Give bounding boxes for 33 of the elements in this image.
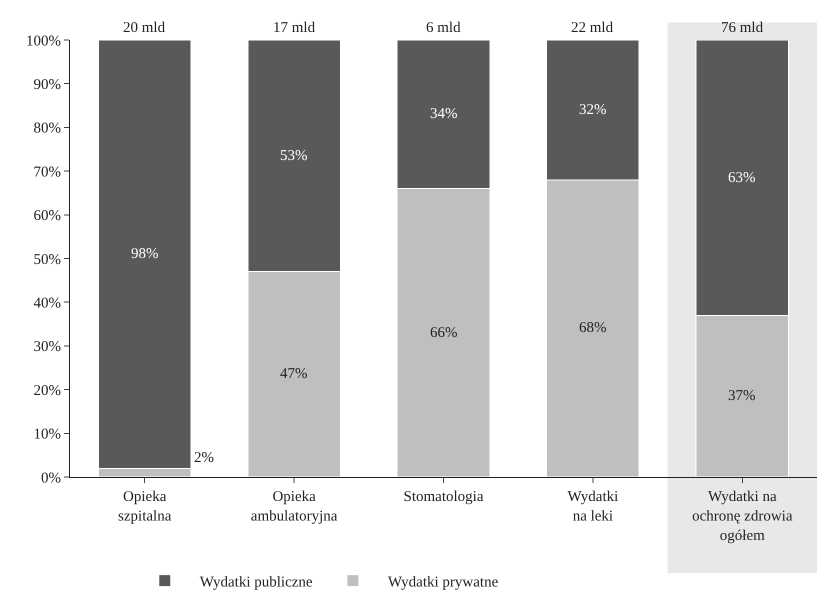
x-tick-label: Wydatki na ochronę zdrowia ogółem xyxy=(692,489,793,544)
x-tick-label: Opieka szpitalna xyxy=(118,489,172,524)
y-tick-label: 100% xyxy=(26,33,61,50)
data-label: 34% xyxy=(430,106,458,122)
y-tick-label: 30% xyxy=(34,339,61,356)
data-label: 63% xyxy=(728,170,756,186)
data-label: 37% xyxy=(728,388,756,404)
annotation: 22 mld xyxy=(571,20,614,36)
legend-label: Wydatki prywatne xyxy=(388,574,499,590)
y-tick-label: 0% xyxy=(41,470,61,486)
annotation: 6 mld xyxy=(426,20,462,36)
y-tick-label: 70% xyxy=(34,164,61,180)
y-tick-label: 20% xyxy=(34,382,61,399)
x-tick-label: Wydatki na leki xyxy=(568,489,618,524)
y-tick-label: 60% xyxy=(34,208,61,224)
data-label: 53% xyxy=(280,148,308,164)
data-label: 98% xyxy=(131,246,158,262)
y-tick-label: 40% xyxy=(34,295,61,312)
x-tick-label: Stomatologia xyxy=(404,489,484,505)
y-tick-label: 10% xyxy=(34,426,61,443)
annotation: 76 mld xyxy=(721,20,764,36)
data-label: 47% xyxy=(280,366,308,382)
data-label: 68% xyxy=(579,320,606,336)
y-tick-label: 50% xyxy=(34,252,61,268)
y-tick-label: 80% xyxy=(34,120,61,137)
data-label: 32% xyxy=(579,102,606,118)
data-label: 66% xyxy=(430,325,458,341)
data-label: 2% xyxy=(194,450,214,466)
annotation: 17 mld xyxy=(273,20,316,36)
annotation: 20 mld xyxy=(123,20,166,36)
legend-label: Wydatki publiczne xyxy=(200,574,313,590)
y-tick-label: 90% xyxy=(34,76,61,93)
x-tick-label: Opieka ambulatoryjna xyxy=(250,489,338,524)
